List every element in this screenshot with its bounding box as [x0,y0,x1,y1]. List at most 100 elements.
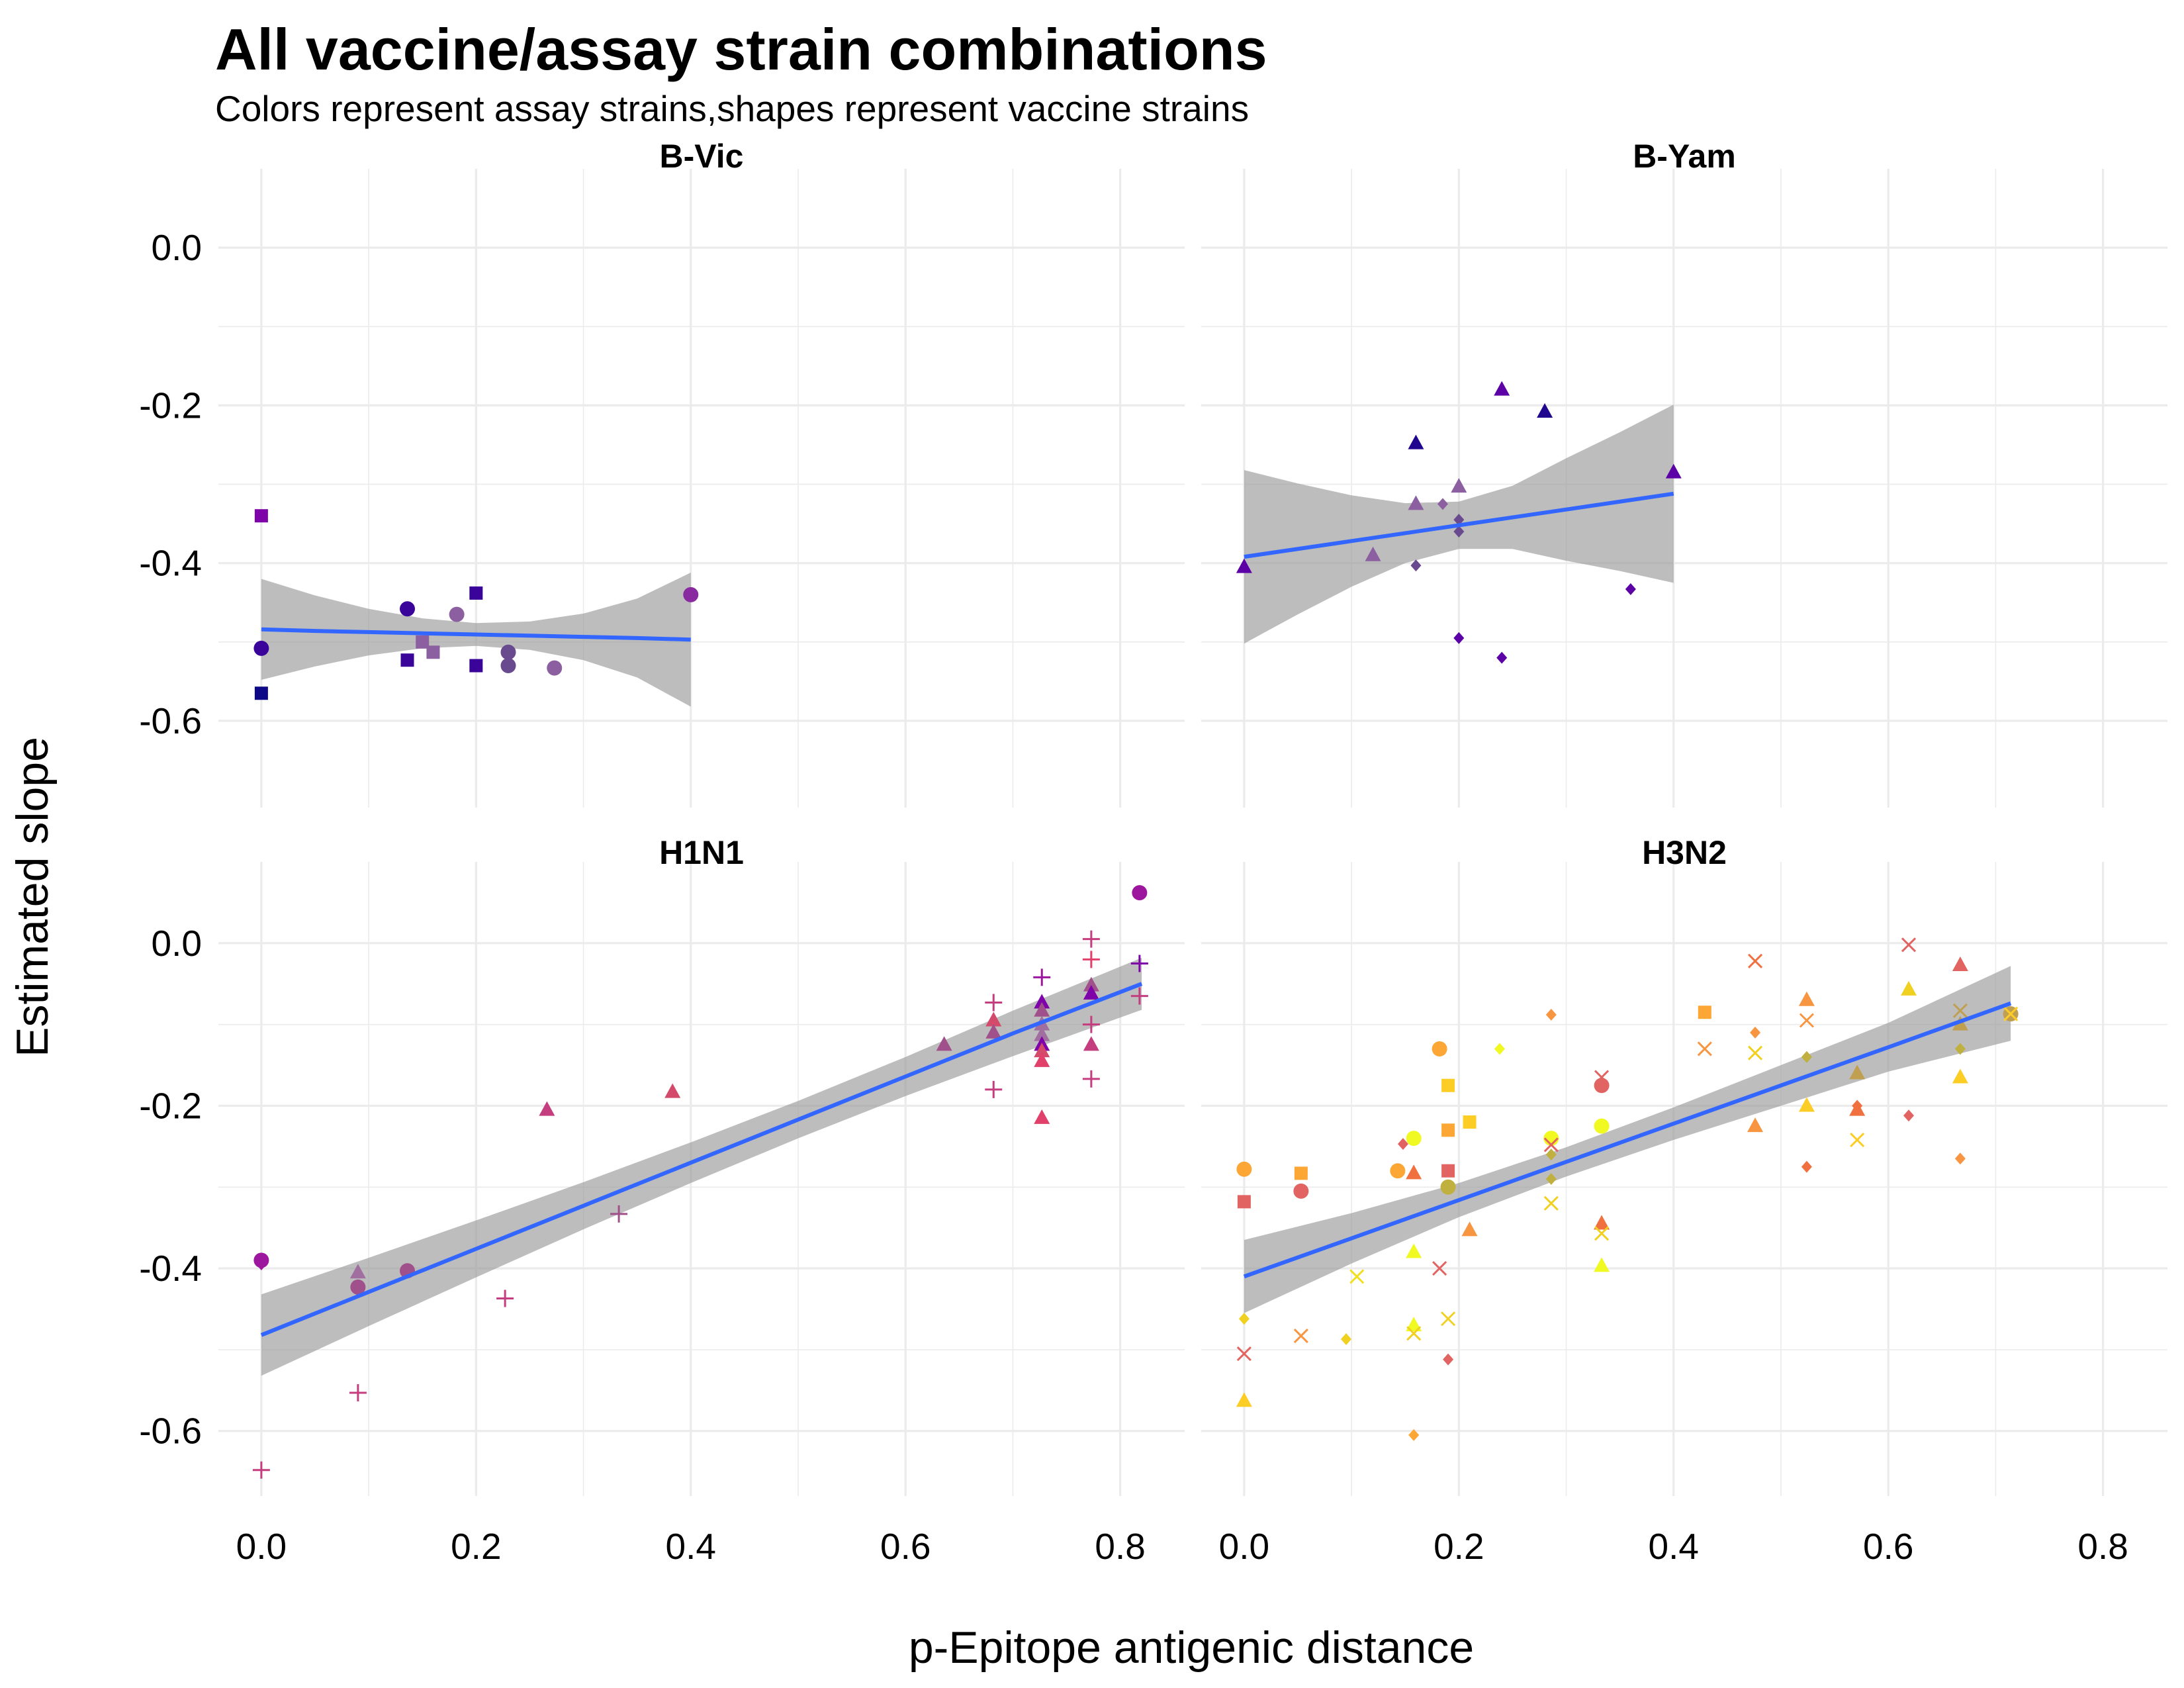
point-marker [1408,495,1424,510]
point-marker [1849,1101,1866,1116]
point-marker [1406,1131,1422,1147]
point-marker [1034,994,1050,1009]
y-tick-label: -0.6 [139,1411,202,1452]
point-marker [1850,1132,1865,1148]
point-marker [1341,1333,1351,1345]
point-marker [1238,1313,1250,1325]
point-marker [500,644,516,660]
point-marker [1954,1043,1966,1055]
facet-strip-label: B-Yam [1633,138,1736,175]
point-marker [1952,1003,1968,1018]
point-marker [1747,1117,1764,1133]
point-marker [547,660,563,676]
point-marker [1349,1269,1365,1284]
point-marker [400,601,416,617]
x-tick-label: 0.6 [1863,1526,1913,1567]
point-marker [1237,1195,1251,1209]
point-marker [1410,559,1422,572]
point-marker [1441,1078,1455,1092]
point-marker [1236,1346,1251,1362]
point-marker [1698,1006,1711,1019]
facet-strip-label: H3N2 [1642,834,1727,871]
point-marker [426,645,440,659]
point-marker [1432,1041,1447,1056]
point-marker [496,1289,514,1307]
point-marker [1750,1026,1761,1039]
y-tick-label: -0.4 [139,1248,202,1289]
point-marker [1748,1045,1763,1060]
point-marker [1390,1163,1406,1179]
point-marker [1594,1257,1610,1272]
point-marker [610,1205,628,1223]
point-marker [664,1083,681,1098]
chart-title: All vaccine/assay strain combinations [215,17,1267,82]
point-marker [683,586,699,602]
point-marker [1441,1164,1455,1178]
point-marker [1443,1353,1454,1366]
y-tick-label: -0.2 [139,385,202,426]
facet-b-vic: B-Vic [218,138,1185,808]
point-marker [1463,1115,1477,1129]
point-marker [1437,498,1448,510]
point-marker [1083,984,1099,1000]
point-marker [349,1384,367,1402]
point-marker [1294,1166,1308,1180]
point-marker [1798,1097,1815,1112]
point-marker [1236,558,1252,573]
point-marker [469,659,483,673]
facet-h3n2: H3N2 0.0 0.2 0.4 0.6 0.8 [1201,834,2167,1567]
point-marker [1034,1052,1050,1067]
point-marker [1082,1070,1100,1088]
point-marker [1545,1149,1557,1161]
regression-line [260,982,1143,1337]
point-marker [1406,1326,1422,1341]
x-tick-label: 0.0 [1219,1526,1269,1567]
x-axis-title: p-Epitope antigenic distance [909,1622,1474,1673]
point-marker [500,658,516,674]
point-marker [985,1011,1002,1027]
point-marker [1494,381,1510,396]
point-marker [1594,1215,1610,1230]
facet-strip-label: H1N1 [659,834,744,871]
confidence-band [261,957,1142,1376]
point-marker [349,1264,366,1279]
point-marker [1494,1043,1505,1055]
x-tick-label: 0.2 [451,1526,501,1567]
point-marker [1293,1328,1308,1344]
facet-strip-label: B-Vic [660,138,744,175]
point-marker [985,994,1003,1011]
point-marker [1082,930,1100,948]
point-marker [1594,1226,1610,1241]
point-marker [1665,463,1682,479]
point-marker [539,1101,555,1116]
regression-line [1243,1001,2012,1279]
point-marker [985,1080,1003,1098]
point-marker [1130,955,1148,972]
point-marker [1408,434,1424,449]
point-marker [1543,1196,1559,1211]
point-marker [1236,1392,1252,1407]
x-tick-label: 0.8 [1095,1526,1145,1567]
point-marker [1432,1261,1447,1276]
y-axis-title: Estimated slope [7,737,58,1057]
facet-b-yam: B-Yam [1201,138,2167,808]
point-marker [936,1036,952,1051]
point-marker [1901,937,1917,953]
point-marker [1625,583,1636,595]
point-marker [1545,1008,1557,1021]
point-marker [1441,1123,1455,1137]
point-marker [1406,1164,1422,1180]
point-marker [254,509,268,523]
point-marker [1543,1137,1559,1152]
point-marker [1952,1068,1968,1084]
point-marker [1594,1118,1610,1134]
point-marker [1453,526,1465,538]
point-marker [1461,1221,1478,1237]
point-marker [1083,1036,1099,1051]
point-marker [1034,1026,1050,1041]
point-marker [1293,1183,1309,1199]
point-marker [1033,968,1051,986]
point-marker [1903,1109,1915,1122]
point-marker [1365,546,1381,561]
